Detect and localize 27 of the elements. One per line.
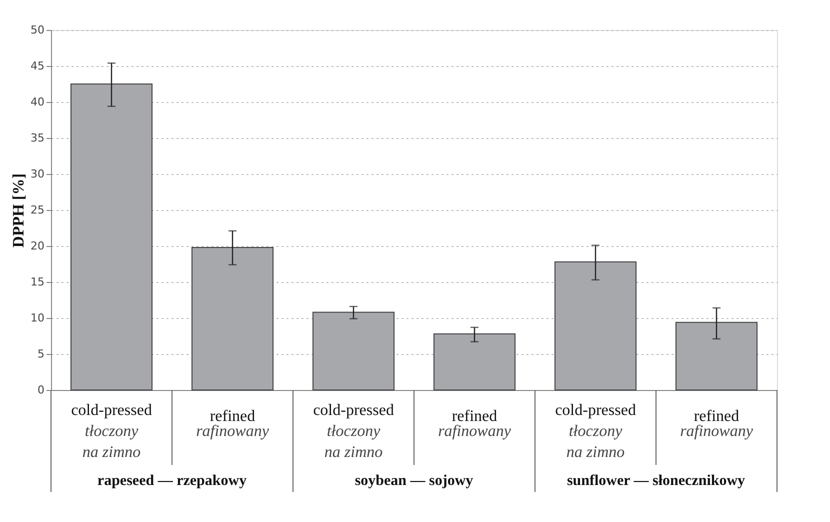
y-tick-label: 10 [30, 312, 44, 324]
y-tick-label: 45 [30, 60, 44, 72]
y-tick-label: 5 [38, 348, 44, 360]
category-label: cold-pressed tłoczony na zimno [555, 402, 636, 461]
text: sunflower — słonecznikowy [566, 473, 746, 489]
y-tick-label: 20 [30, 240, 44, 252]
bar [191, 246, 274, 390]
y-tick-label: 25 [30, 204, 44, 216]
y-tick-label: 15 [30, 276, 44, 288]
y-axis-title: DPPH [%] [10, 173, 28, 248]
category-label: refined rafinowany [196, 408, 269, 440]
bar [675, 322, 758, 390]
y-tick-label: 30 [30, 168, 44, 180]
bar [70, 84, 153, 390]
bar [433, 333, 516, 390]
bar [312, 312, 395, 390]
y-tick-label: 50 [30, 24, 44, 36]
category-label: cold-pressed tłoczony na zimno [313, 402, 394, 461]
y-tick-label: 35 [30, 132, 44, 144]
category-label: cold-pressed tłoczony na zimno [71, 402, 152, 461]
y-tick-label: 40 [30, 96, 44, 108]
category-label: refined rafinowany [438, 408, 511, 440]
y-tick-label: 0 [38, 384, 44, 396]
bar [554, 261, 637, 390]
text: rapeseed — rzepakowy [97, 473, 248, 489]
category-label: refined rafinowany [680, 408, 753, 440]
text: soybean — sojowy [354, 473, 474, 489]
